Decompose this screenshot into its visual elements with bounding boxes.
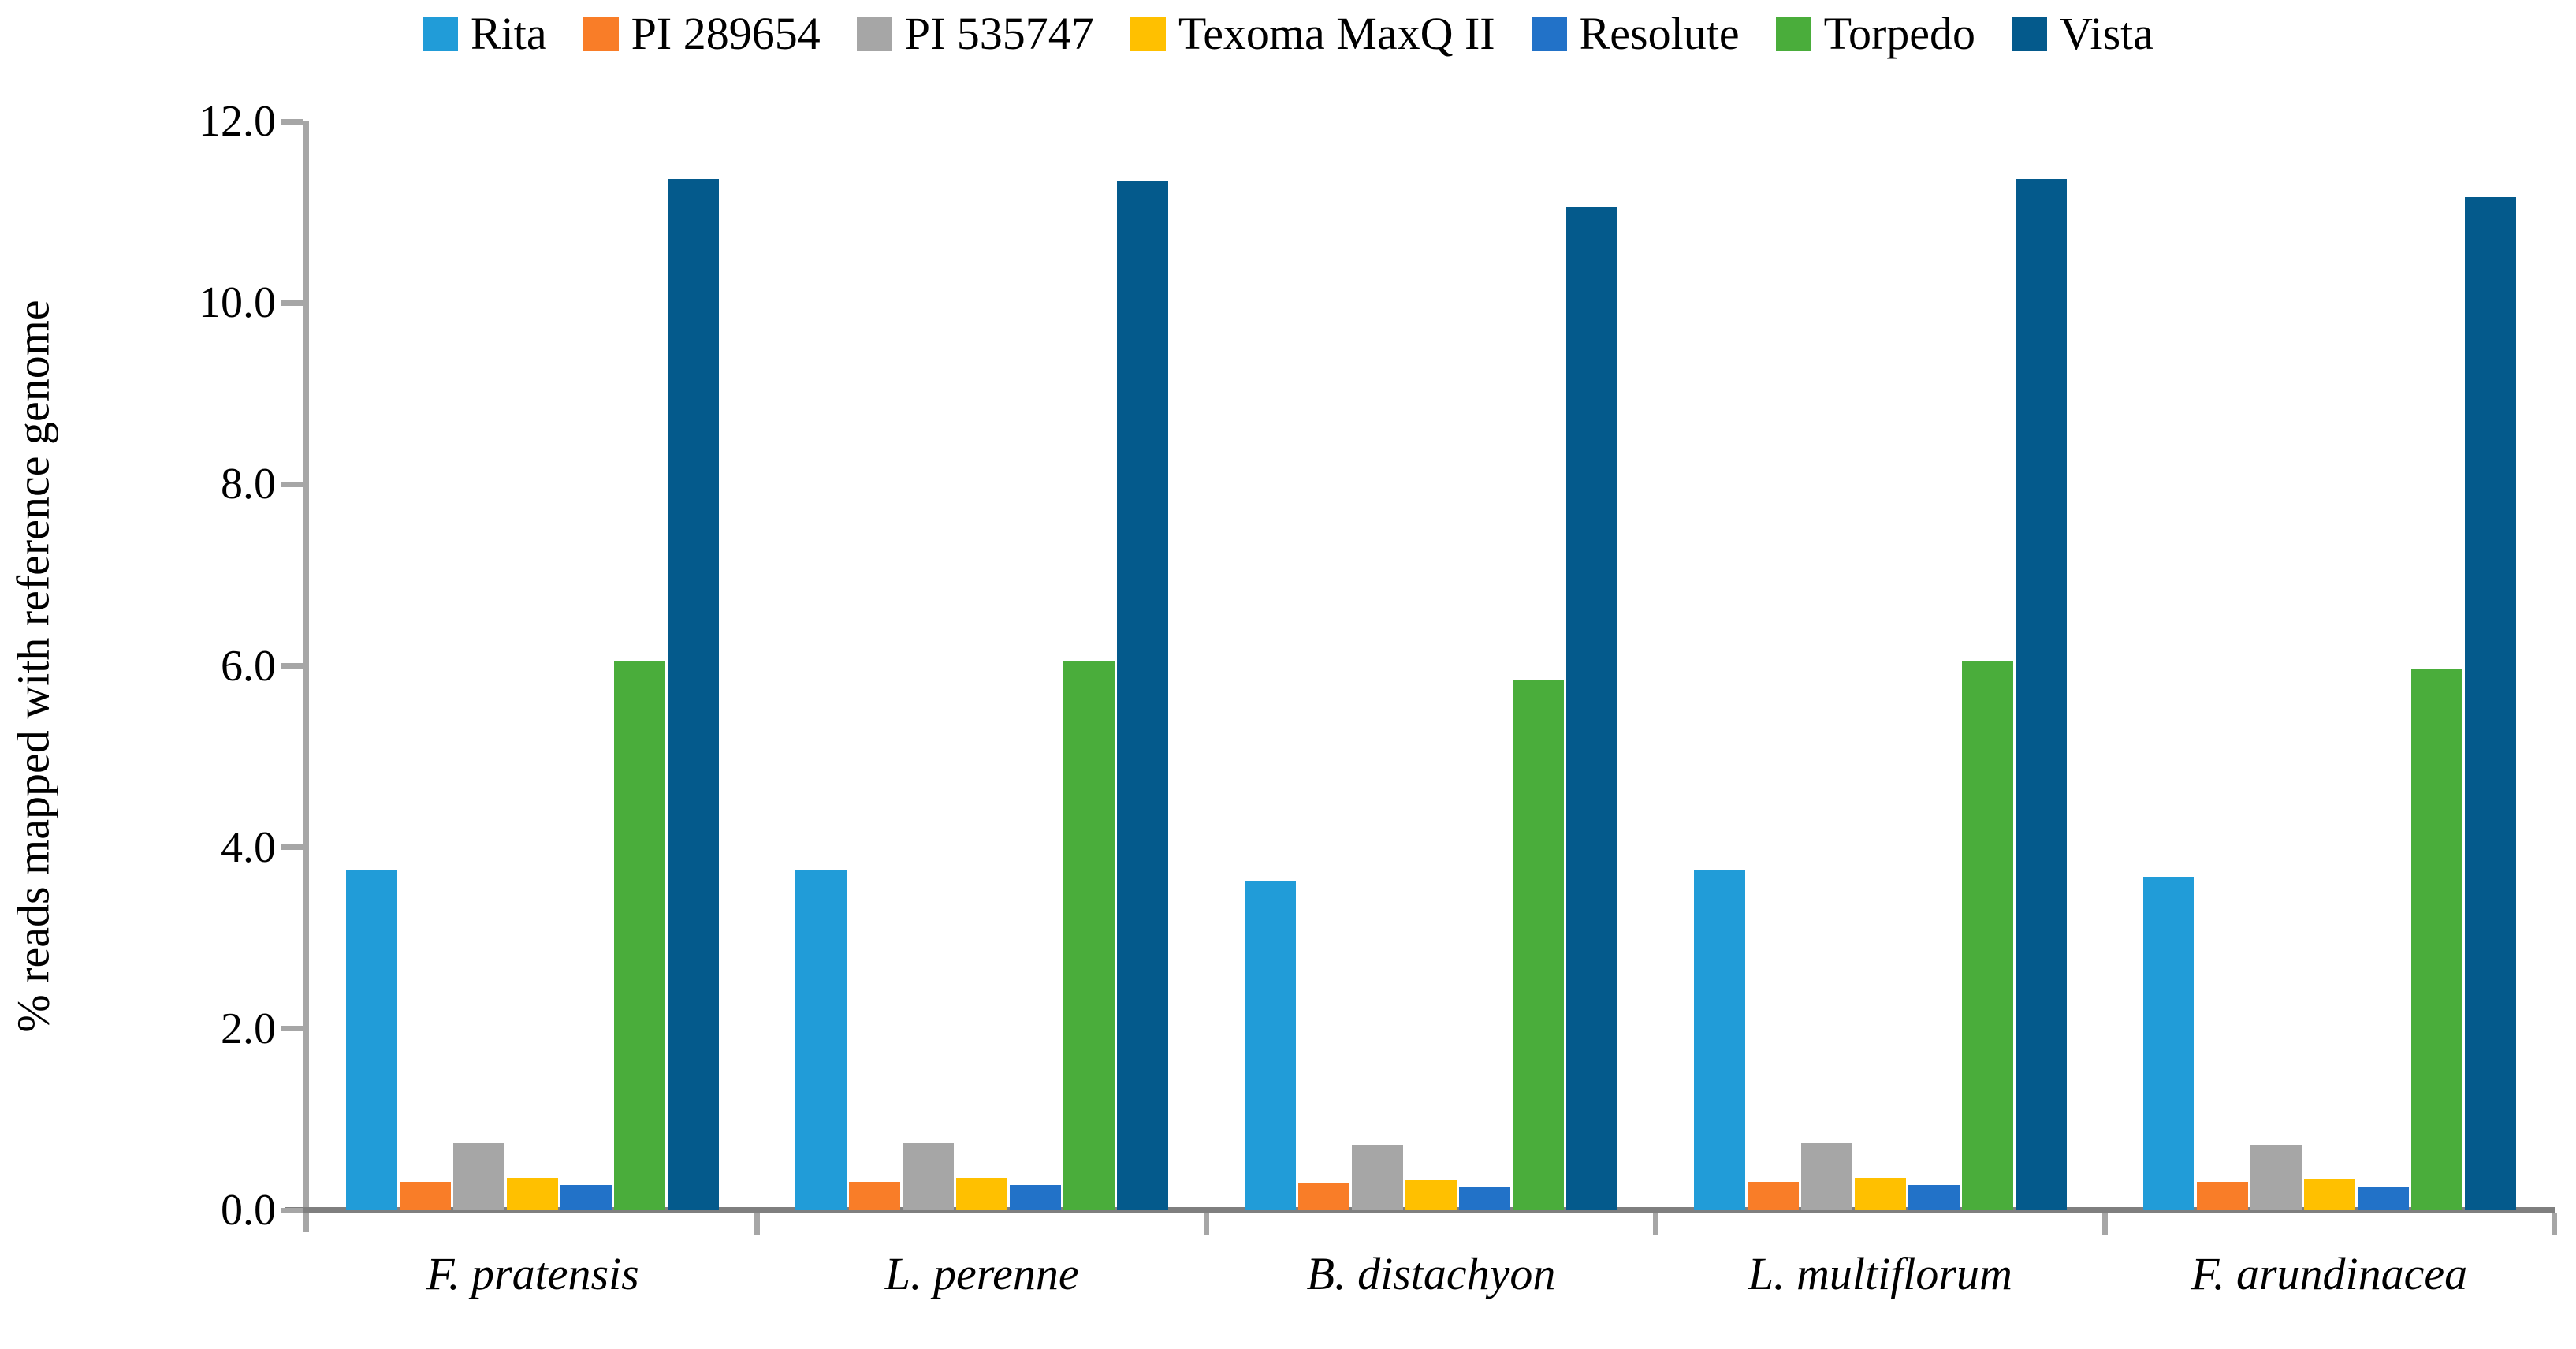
bar-pi-535747-f-pratensis xyxy=(453,1142,505,1210)
y-tick-mark xyxy=(281,663,303,669)
bar-texoma-maxq-ii-f-arundinacea xyxy=(2303,1179,2355,1210)
bar-vista-f-arundinacea xyxy=(2464,196,2516,1210)
bar-pi-535747-l-multiflorum xyxy=(1800,1142,1852,1210)
y-tick-mark xyxy=(281,300,303,306)
y-tick-label: 8.0 xyxy=(221,460,276,509)
bar-texoma-maxq-ii-l-multiflorum xyxy=(1854,1177,1906,1210)
x-tick-mark xyxy=(2551,1213,2557,1235)
x-tick-mark xyxy=(1652,1213,1658,1235)
bar-pi-289654-f-pratensis xyxy=(400,1182,452,1210)
bar-pi-535747-l-perenne xyxy=(903,1142,955,1210)
legend-item-texoma-maxq-ii[interactable]: Texoma MaxQ II xyxy=(1130,11,1495,57)
legend-item-pi-289654[interactable]: PI 289654 xyxy=(583,11,821,57)
legend-item-resolute[interactable]: Resolute xyxy=(1531,8,1740,59)
legend-item-torpedo[interactable]: Torpedo xyxy=(1775,8,1976,59)
x-category-label: F. arundinacea xyxy=(2191,1248,2468,1299)
bar-rita-l-multiflorum xyxy=(1693,870,1745,1210)
legend-label: PI 289654 xyxy=(631,8,821,59)
bar-pi-289654-b-distachyon xyxy=(1298,1183,1349,1210)
legend-label: Torpedo xyxy=(1823,8,1976,59)
y-tick-label: 0.0 xyxy=(221,1186,276,1235)
legend-swatch xyxy=(1775,17,1811,51)
legend-item-rita[interactable]: Rita xyxy=(422,8,547,59)
y-tick-mark xyxy=(281,481,303,487)
y-tick-mark xyxy=(281,844,303,851)
y-tick-label: 10.0 xyxy=(199,278,276,328)
bar-texoma-maxq-ii-f-pratensis xyxy=(507,1177,559,1210)
legend-swatch xyxy=(2012,17,2048,51)
y-tick-mark xyxy=(281,1026,303,1032)
bar-rita-f-pratensis xyxy=(346,870,398,1210)
bar-torpedo-l-perenne xyxy=(1063,661,1115,1210)
y-tick-mark xyxy=(281,118,303,125)
legend-swatch xyxy=(422,17,458,51)
bar-vista-l-multiflorum xyxy=(2015,178,2067,1210)
bar-texoma-maxq-ii-b-distachyon xyxy=(1405,1180,1457,1210)
legend-swatch xyxy=(1130,17,1166,51)
legend-label: Rita xyxy=(470,8,547,59)
x-tick-mark xyxy=(2101,1213,2108,1235)
y-axis-line xyxy=(303,121,309,1232)
x-axis-line xyxy=(285,1207,2555,1213)
x-category-label: L. perenne xyxy=(884,1248,1079,1299)
y-tick-mark xyxy=(281,1207,303,1213)
bar-vista-l-perenne xyxy=(1117,180,1169,1210)
bar-torpedo-l-multiflorum xyxy=(1961,660,2013,1210)
bar-resolute-l-multiflorum xyxy=(1908,1184,1960,1210)
bar-resolute-l-perenne xyxy=(1010,1184,1062,1210)
bar-pi-289654-l-perenne xyxy=(849,1182,901,1210)
bar-rita-b-distachyon xyxy=(1245,881,1296,1210)
x-category-label: L. multiflorum xyxy=(1748,1248,2012,1299)
bar-resolute-f-arundinacea xyxy=(2357,1187,2409,1210)
bar-resolute-f-pratensis xyxy=(560,1184,612,1210)
bar-pi-535747-b-distachyon xyxy=(1352,1145,1403,1210)
bar-resolute-b-distachyon xyxy=(1459,1187,1510,1210)
legend-swatch xyxy=(1531,17,1567,51)
bar-pi-289654-l-multiflorum xyxy=(1747,1182,1799,1210)
bar-rita-l-perenne xyxy=(795,870,847,1210)
x-tick-mark xyxy=(754,1213,761,1235)
legend-item-vista[interactable]: Vista xyxy=(2012,11,2153,57)
bar-vista-b-distachyon xyxy=(1566,207,1617,1210)
bar-rita-f-arundinacea xyxy=(2142,876,2194,1210)
legend-item-pi-535747[interactable]: PI 535747 xyxy=(856,8,1094,59)
legend: Rita PI 289654 PI 535747 Texoma MaxQ II Reso… xyxy=(0,6,2576,61)
y-tick-label: 4.0 xyxy=(221,822,276,872)
x-category-label: F. pratensis xyxy=(426,1248,639,1299)
legend-swatch xyxy=(583,17,619,51)
x-tick-mark xyxy=(1204,1213,1210,1235)
legend-label: PI 535747 xyxy=(904,8,1094,59)
legend-label: Resolute xyxy=(1579,8,1740,59)
y-tick-label: 6.0 xyxy=(221,641,276,691)
x-category-label: B. distachyon xyxy=(1306,1248,1556,1299)
y-axis-title: % reads mapped with reference genome xyxy=(7,300,59,1033)
bar-torpedo-b-distachyon xyxy=(1513,679,1564,1210)
bar-pi-289654-f-arundinacea xyxy=(2196,1182,2248,1210)
bar-torpedo-f-pratensis xyxy=(614,660,666,1210)
y-tick-label: 2.0 xyxy=(221,1004,276,1053)
y-tick-label: 12.0 xyxy=(199,97,276,146)
bar-vista-f-pratensis xyxy=(668,178,720,1210)
bar-torpedo-f-arundinacea xyxy=(2410,669,2462,1210)
bar-pi-535747-f-arundinacea xyxy=(2250,1145,2302,1210)
plot-area: 0.0 2.0 4.0 6.0 8.0 10.0 12.0 F. pratensis L. pe… xyxy=(199,99,2557,1299)
legend-label: Vista xyxy=(2060,8,2153,59)
legend-swatch xyxy=(856,17,892,51)
legend-label: Texoma MaxQ II xyxy=(1178,8,1495,59)
bar-texoma-maxq-ii-l-perenne xyxy=(956,1177,1008,1210)
